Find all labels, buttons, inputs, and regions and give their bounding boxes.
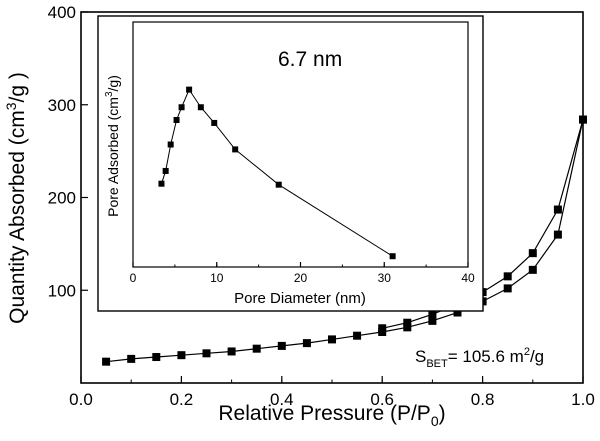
main-series-group bbox=[102, 115, 587, 366]
data-point bbox=[162, 167, 169, 174]
data-point bbox=[232, 146, 239, 153]
data-point bbox=[158, 180, 165, 187]
x-tick-label: 0.0 bbox=[69, 390, 93, 409]
data-point bbox=[453, 308, 462, 317]
data-point bbox=[503, 284, 512, 293]
data-point bbox=[553, 205, 562, 214]
x-tick-label: 0.2 bbox=[170, 390, 194, 409]
data-point bbox=[102, 357, 111, 366]
data-point bbox=[211, 119, 218, 126]
inset-x-axis-label: Pore Diameter (nm) bbox=[234, 290, 366, 307]
data-point bbox=[152, 353, 161, 362]
data-point bbox=[428, 316, 437, 325]
bet-annotation: SBET= 105.6 m2/g bbox=[415, 346, 544, 370]
data-point bbox=[277, 341, 286, 350]
data-point bbox=[553, 230, 562, 239]
data-point bbox=[127, 354, 136, 363]
data-point bbox=[528, 265, 537, 274]
data-point bbox=[202, 349, 211, 358]
inset-peak-annotation: 6.7 nm bbox=[278, 48, 342, 71]
inset-background bbox=[97, 15, 484, 312]
inset-y-axis-label: Pore Adsorbed (cm3/g) bbox=[104, 75, 121, 217]
data-point bbox=[528, 249, 537, 258]
x-tick-label: 40 bbox=[461, 271, 475, 285]
data-point bbox=[389, 253, 396, 260]
main-y-axis-label: Quantity Absorbed (cm3/g ) bbox=[3, 72, 29, 324]
data-point bbox=[252, 344, 261, 353]
data-point bbox=[428, 310, 437, 319]
data-point bbox=[503, 272, 512, 281]
data-point bbox=[275, 181, 282, 188]
data-point bbox=[302, 339, 311, 348]
y-tick-label: 200 bbox=[48, 189, 76, 208]
data-point bbox=[227, 347, 236, 356]
y-tick-label: 400 bbox=[48, 3, 76, 22]
data-point bbox=[378, 324, 387, 333]
data-point bbox=[177, 351, 186, 360]
data-point bbox=[328, 335, 336, 344]
series-line bbox=[106, 119, 584, 363]
data-point bbox=[579, 115, 587, 124]
y-tick-label: 100 bbox=[48, 281, 76, 300]
data-point bbox=[403, 318, 412, 327]
data-point bbox=[173, 117, 180, 123]
data-point bbox=[178, 104, 185, 111]
x-tick-label: 10 bbox=[210, 271, 224, 285]
data-point bbox=[197, 104, 204, 111]
x-tick-label: 30 bbox=[378, 271, 392, 285]
main-x-axis-label: Relative Pressure (P/P0) bbox=[218, 402, 445, 429]
inset-axis-ticks: 0 10 20 30 40 bbox=[130, 262, 475, 285]
data-point bbox=[403, 323, 412, 332]
data-point bbox=[353, 331, 362, 340]
x-tick-label: 20 bbox=[294, 271, 308, 285]
x-tick-label: 1.0 bbox=[571, 390, 595, 409]
x-tick-label: 0.8 bbox=[471, 390, 495, 409]
y-tick-label: 300 bbox=[48, 96, 76, 115]
x-tick-label: 0.6 bbox=[370, 390, 394, 409]
x-tick-label: 0 bbox=[130, 271, 137, 285]
data-point bbox=[167, 141, 174, 148]
data-point bbox=[186, 86, 193, 93]
inset-series-group bbox=[158, 86, 396, 260]
x-tick-label: 0.4 bbox=[270, 390, 294, 409]
